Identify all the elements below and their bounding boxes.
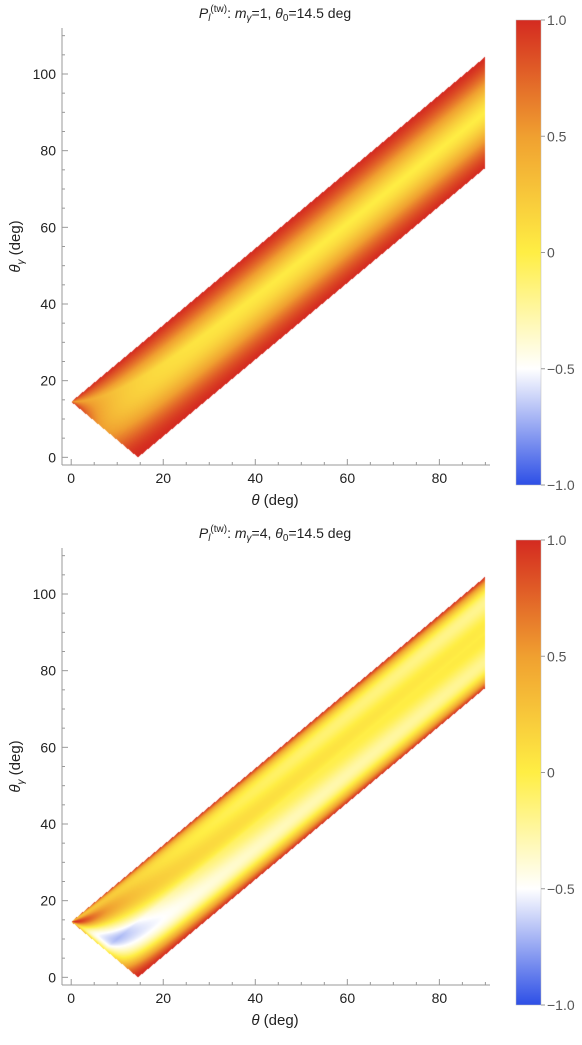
colorbar-tick-label: −0.5 bbox=[547, 881, 575, 897]
x-tick-label: 40 bbox=[248, 470, 264, 486]
y-tick-label: 0 bbox=[48, 969, 56, 985]
colorbar-tick-label: −1.0 bbox=[547, 997, 575, 1013]
colorbar bbox=[515, 19, 542, 486]
x-tick-label: 60 bbox=[340, 990, 356, 1006]
heatmap-image bbox=[62, 548, 490, 985]
colorbar-tick-label: 0 bbox=[547, 765, 555, 781]
x-tick-label: 60 bbox=[340, 470, 356, 486]
colorbar-tick-label: −0.5 bbox=[547, 361, 575, 377]
chart-svg: Pl(tw): mγ=4, θ0=14.5 deg 0 20 40 60 80 0 20 40 6… bbox=[7, 524, 575, 1029]
y-tick-label: 0 bbox=[48, 449, 56, 465]
x-tick-label: 20 bbox=[155, 990, 171, 1006]
chart-panel-bottom: Pl(tw): mγ=4, θ0=14.5 deg 0 20 40 60 80 0 20 40 6… bbox=[0, 520, 582, 1040]
y-axis-label: θγ (deg) bbox=[7, 220, 27, 272]
y-tick-label: 60 bbox=[40, 739, 56, 755]
colorbar-tick-label: −1.0 bbox=[547, 477, 575, 493]
y-tick-label: 80 bbox=[40, 143, 56, 159]
x-tick-label: 0 bbox=[67, 470, 75, 486]
chart-title: Pl(tw): mγ=4, θ0=14.5 deg bbox=[199, 524, 351, 544]
heatmap-image bbox=[62, 28, 490, 465]
y-tick-label: 80 bbox=[40, 663, 56, 679]
colorbar-tick-label: 0.5 bbox=[547, 648, 567, 664]
x-tick-label: 0 bbox=[67, 990, 75, 1006]
colorbar-tick-label: 0.5 bbox=[547, 128, 567, 144]
chart-title: Pl(tw): mγ=1, θ0=14.5 deg bbox=[199, 4, 351, 24]
x-tick-label: 20 bbox=[155, 470, 171, 486]
y-tick-label: 20 bbox=[40, 373, 56, 389]
colorbar-tick-label: 1.0 bbox=[547, 532, 567, 548]
x-axis-label: θ (deg) bbox=[251, 1012, 298, 1029]
y-tick-label: 100 bbox=[33, 586, 57, 602]
colorbar-tick-label: 0 bbox=[547, 245, 555, 261]
chart-panel-top: Pl(tw): mγ=1, θ0=14.5 deg 0 20 40 60 80 0 20 40 6… bbox=[0, 0, 582, 520]
chart-svg: Pl(tw): mγ=1, θ0=14.5 deg 0 20 40 60 80 0 20 40 6… bbox=[7, 4, 575, 509]
y-tick-label: 20 bbox=[40, 893, 56, 909]
y-tick-label: 100 bbox=[33, 66, 57, 82]
y-tick-label: 40 bbox=[40, 296, 56, 312]
x-tick-label: 80 bbox=[432, 990, 448, 1006]
colorbar bbox=[515, 539, 542, 1006]
y-tick-label: 40 bbox=[40, 816, 56, 832]
colorbar-tick-label: 1.0 bbox=[547, 12, 567, 28]
x-tick-label: 80 bbox=[432, 470, 448, 486]
x-axis-label: θ (deg) bbox=[251, 492, 298, 509]
y-axis-label: θγ (deg) bbox=[7, 740, 27, 792]
x-tick-label: 40 bbox=[248, 990, 264, 1006]
y-tick-label: 60 bbox=[40, 219, 56, 235]
